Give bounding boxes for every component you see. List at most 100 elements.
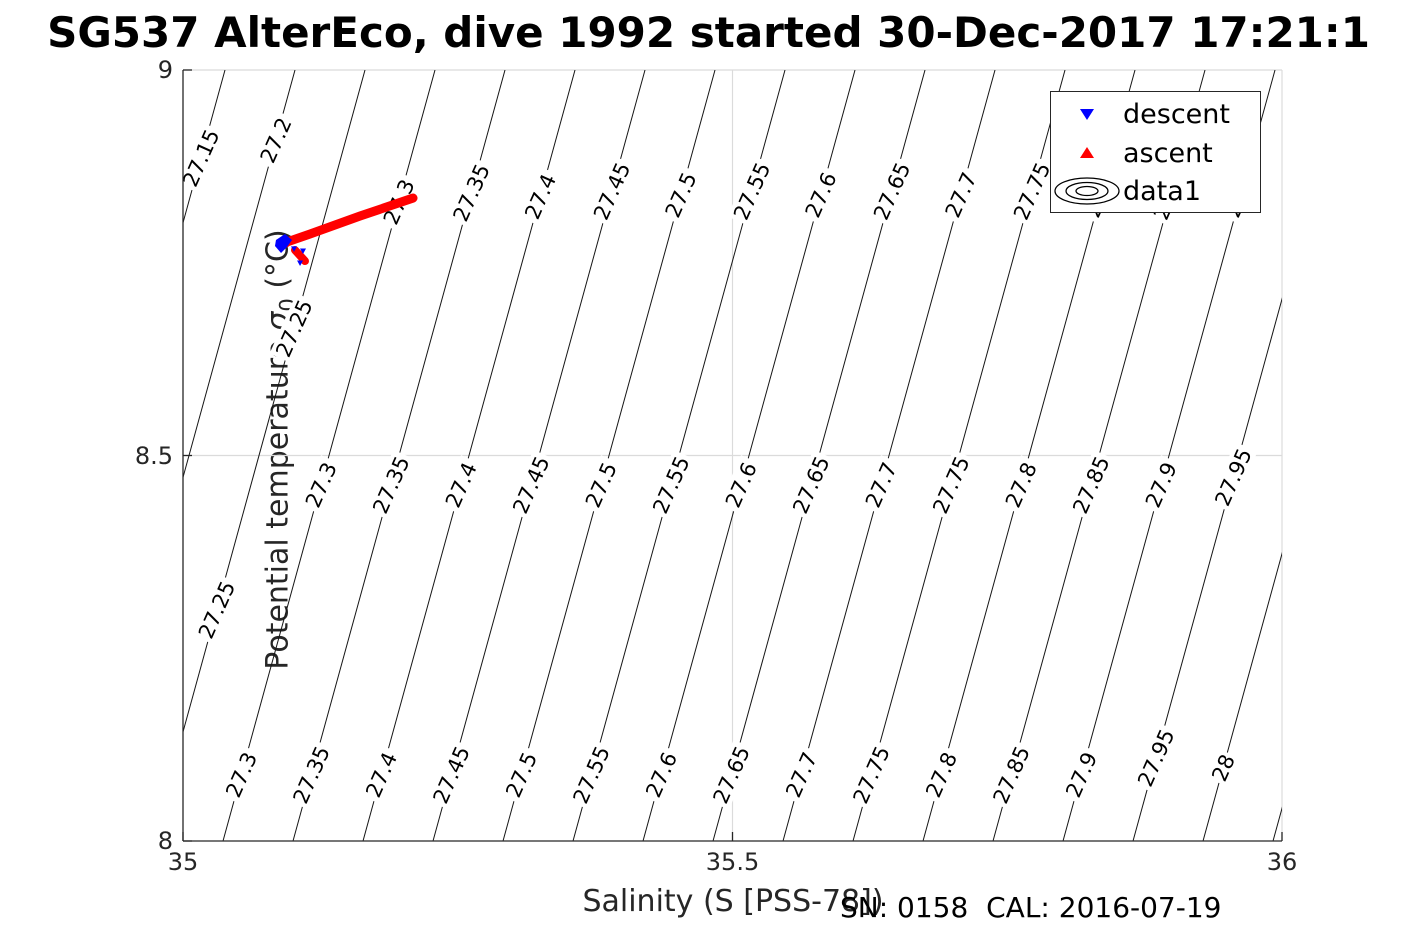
contour-line-28.05: [1272, 806, 1282, 841]
contour-label-27.95: 27.95: [1208, 442, 1258, 513]
contour-label-28: 28: [1205, 748, 1241, 787]
contour-label-27.85: 27.85: [986, 739, 1036, 810]
legend-label: descent: [1123, 98, 1230, 130]
svg-text:27.4: 27.4: [441, 459, 482, 511]
svg-text:27.2: 27.2: [256, 114, 297, 166]
svg-text:27.55: 27.55: [569, 743, 615, 808]
contour-label-27.9: 27.9: [1059, 744, 1104, 805]
contour-label-27.7: 27.7: [858, 455, 903, 515]
contour-label-27.25: 27.25: [269, 293, 319, 364]
contour-label-27.65: 27.65: [786, 449, 836, 520]
contour-label-27.35: 27.35: [446, 157, 496, 228]
svg-text:27.5: 27.5: [661, 169, 702, 221]
contour-line-27.25: [183, 70, 366, 734]
contour-label-27.3: 27.3: [219, 744, 264, 805]
plot-title: SG537 AlterEco, dive 1992 started 30-Dec…: [47, 8, 1370, 57]
legend-label: ascent: [1123, 137, 1213, 169]
svg-text:27.7: 27.7: [781, 749, 822, 801]
svg-text:27.35: 27.35: [289, 743, 335, 808]
svg-text:27.5: 27.5: [581, 459, 622, 511]
contour-label-27.4: 27.4: [359, 744, 404, 805]
contour-label-27.7: 27.7: [779, 744, 824, 805]
contour-label-27.2: 27.2: [253, 110, 298, 170]
svg-text:27.75: 27.75: [849, 743, 895, 808]
svg-text:27.9: 27.9: [1061, 749, 1102, 801]
legend-item-data1[interactable]: data1: [1051, 172, 1260, 210]
descent-cluster: [274, 233, 293, 254]
descent-specks: [300, 248, 307, 255]
contour-label-27.5: 27.5: [499, 744, 544, 805]
contour-label-27.7: 27.7: [938, 165, 983, 225]
contour-label-27.65: 27.65: [867, 156, 917, 227]
svg-text:27.45: 27.45: [508, 453, 554, 518]
contour-label-27.6: 27.6: [639, 744, 684, 805]
svg-text:27.65: 27.65: [869, 159, 915, 224]
triangle-up-icon: [1051, 146, 1123, 160]
svg-text:27.8: 27.8: [921, 749, 962, 801]
svg-text:27.75: 27.75: [1009, 159, 1055, 224]
contour-label-27.65: 27.65: [706, 739, 756, 810]
legend-item-descent[interactable]: descent: [1051, 95, 1260, 133]
svg-text:27.25: 27.25: [271, 296, 317, 361]
contour-label-27.55: 27.55: [727, 156, 777, 227]
contour-label-27.6: 27.6: [718, 455, 763, 515]
contour-label-27.4: 27.4: [518, 166, 563, 227]
svg-text:27.35: 27.35: [449, 160, 495, 225]
serial-calibration-note: SN: 0158 CAL: 2016-07-19: [840, 891, 1222, 924]
contour-label-27.95: 27.95: [1131, 722, 1181, 793]
contour-label-27.25: 27.25: [192, 574, 241, 645]
svg-text:27.95: 27.95: [1133, 726, 1179, 791]
contour-label-27.8: 27.8: [919, 744, 964, 805]
svg-text:27.45: 27.45: [429, 743, 475, 808]
svg-text:27.45: 27.45: [589, 159, 635, 224]
contour-label-27.45: 27.45: [587, 156, 637, 227]
svg-text:27.7: 27.7: [941, 169, 982, 221]
contour-label-27.9: 27.9: [1138, 455, 1183, 515]
contour-label-27.45: 27.45: [426, 739, 476, 810]
svg-text:27.4: 27.4: [361, 749, 402, 801]
ascent-secondary-blob: [290, 246, 309, 266]
contour-label-27.35: 27.35: [366, 449, 416, 520]
descent-specks: [290, 246, 297, 252]
svg-text:27.95: 27.95: [1210, 445, 1256, 510]
svg-text:27.25: 27.25: [194, 578, 240, 643]
svg-text:27.15: 27.15: [178, 126, 224, 191]
y-tick-label-9: 9: [157, 56, 173, 84]
contour-line-28: [1202, 551, 1282, 841]
contour-label-27.3: 27.3: [298, 455, 343, 515]
legend-label: data1: [1123, 175, 1201, 207]
svg-text:27.7: 27.7: [861, 459, 902, 511]
contour-label-27.5: 27.5: [658, 165, 703, 225]
x-tick-label-36: 36: [1266, 848, 1298, 876]
svg-text:27.65: 27.65: [709, 743, 755, 808]
y-tick-label-8.5: 8.5: [134, 441, 173, 470]
svg-text:27.85: 27.85: [1068, 453, 1114, 518]
contour-label-27.55: 27.55: [566, 739, 616, 810]
svg-text:27.75: 27.75: [928, 453, 974, 518]
contour-label-27.15: 27.15: [178, 122, 226, 193]
svg-text:27.35: 27.35: [368, 453, 414, 518]
contour-line-27.15: [183, 70, 226, 225]
contour-label-27.75: 27.75: [846, 739, 896, 810]
svg-text:27.85: 27.85: [989, 743, 1035, 808]
x-axis-label: Salinity (S [PSS-78]): [582, 884, 884, 919]
contour-label-27.75: 27.75: [926, 449, 976, 520]
contour-label-27.4: 27.4: [438, 455, 483, 515]
svg-text:27.5: 27.5: [501, 749, 542, 801]
triangle-down-icon: [1051, 107, 1123, 121]
svg-text:27.3: 27.3: [221, 749, 262, 801]
x-tick-label-35: 35: [167, 848, 199, 876]
legend-item-ascent[interactable]: ascent: [1051, 134, 1260, 172]
descent-specks: [297, 260, 304, 266]
svg-text:27.55: 27.55: [729, 159, 775, 224]
svg-text:27.9: 27.9: [1141, 459, 1182, 511]
contour-label-27.8: 27.8: [998, 455, 1043, 515]
y-tick-label-8: 8: [157, 827, 173, 855]
svg-text:27.8: 27.8: [1001, 459, 1042, 511]
contour-label-27.35: 27.35: [286, 739, 336, 810]
legend-box[interactable]: descent ascent data1: [1050, 91, 1261, 213]
svg-text:27.4: 27.4: [520, 170, 561, 222]
contour-label-27.55: 27.55: [646, 449, 696, 520]
svg-text:27.3: 27.3: [301, 459, 342, 511]
